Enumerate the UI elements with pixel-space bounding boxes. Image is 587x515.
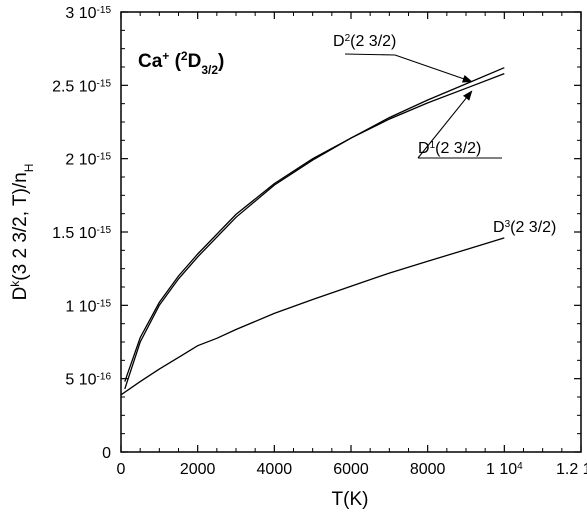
species-annotation: Ca+ (2D3/2) bbox=[138, 49, 224, 77]
x-tick-label: 1 104 bbox=[486, 461, 523, 479]
annotation-charge: + bbox=[162, 49, 169, 63]
y-axis-label-rest: (3 2 3/2, T)/n bbox=[10, 172, 31, 280]
annotation-j: 3/2 bbox=[201, 63, 218, 77]
x-tick-label: 8000 bbox=[410, 461, 446, 478]
y-axis-label: Dk(3 2 3/2, T)/nH bbox=[8, 164, 36, 301]
annotation-open-paren: ( bbox=[169, 51, 181, 72]
series-label-d3: D3(2 3/2) bbox=[493, 219, 556, 237]
series-label-d2-arrow bbox=[394, 54, 473, 83]
y-tick-label: 2 10-15 bbox=[65, 151, 111, 169]
annotation-term: D bbox=[188, 51, 202, 72]
x-tick-label: 4000 bbox=[257, 461, 293, 478]
series-label-d2: D2(2 3/2) bbox=[333, 33, 396, 51]
y-tick-label: 2.5 10-15 bbox=[52, 78, 111, 96]
y-tick-label: 3 10-15 bbox=[65, 5, 111, 23]
x-axis-label: T(K) bbox=[332, 489, 369, 510]
series-label-d1: D1(2 3/2) bbox=[418, 140, 481, 158]
y-tick-label: 5 10-16 bbox=[65, 371, 111, 389]
series-line-2 bbox=[124, 72, 505, 382]
annotation-species: Ca bbox=[138, 51, 163, 72]
series-line-1 bbox=[124, 67, 505, 390]
series-label-d2-underline bbox=[344, 53, 396, 56]
x-tick-label: 1.2 104 bbox=[556, 461, 587, 479]
y-axis-label-sup: k bbox=[8, 280, 22, 287]
x-tick-label: 2000 bbox=[180, 461, 216, 478]
y-tick-label: 0 bbox=[102, 445, 111, 462]
annotation-multiplicity: 2 bbox=[181, 49, 188, 63]
x-tick-label: 0 bbox=[117, 461, 126, 478]
y-axis-label-sub: H bbox=[22, 164, 36, 173]
series-labels: D2(2 3/2) D1(2 3/2) D3(2 3/2) bbox=[333, 33, 556, 237]
y-axis-label-main: D bbox=[10, 287, 31, 301]
axis-ticks bbox=[120, 11, 582, 453]
series-curves bbox=[120, 67, 505, 396]
y-tick-label: 1 10-15 bbox=[65, 298, 111, 316]
x-tick-label: 6000 bbox=[333, 461, 369, 478]
series-line-3 bbox=[120, 237, 505, 396]
annotation-close-paren: ) bbox=[218, 51, 224, 72]
series-label-d1-arrow bbox=[417, 90, 473, 159]
axis-tick-labels: 0 2000 4000 6000 8000 1 104 1.2 104 0 5 10-16 1 1… bbox=[52, 5, 587, 479]
y-tick-label: 1.5 10-15 bbox=[52, 225, 111, 243]
